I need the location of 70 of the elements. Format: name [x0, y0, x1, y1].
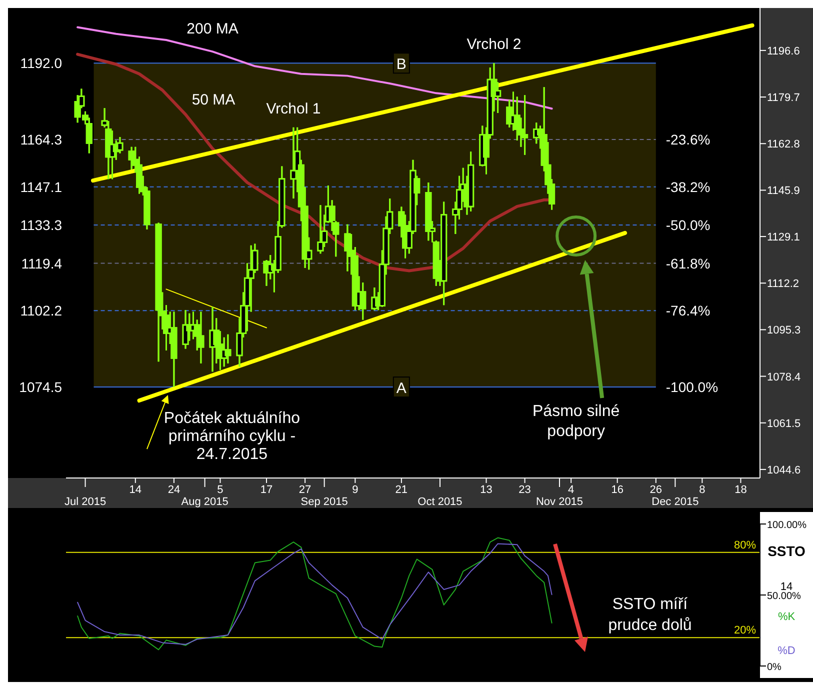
- candlestick: [344, 224, 351, 272]
- y-tick-label: 1196.6: [767, 45, 800, 58]
- y2-tick-label: -23.6%: [666, 132, 710, 148]
- candlestick: [128, 146, 135, 170]
- candlestick: [317, 204, 324, 254]
- y2-tick-label: -38.2%: [666, 178, 710, 195]
- x-tick-label: 18: [734, 484, 747, 496]
- x-tick-label: 8: [699, 484, 706, 496]
- x-tick-label: 14: [129, 484, 142, 496]
- ref-line-label: 1192.0: [20, 55, 62, 72]
- annotation: Počátek aktuálního primárního cyklu - 24.7.2015: [164, 410, 300, 464]
- text: SSTO 14: [768, 543, 806, 593]
- x2-tick-label: Oct 2015: [418, 496, 462, 508]
- x-tick-label: 17: [260, 484, 273, 496]
- y2-tick-label: -100.0%: [666, 379, 718, 396]
- y-tick-label: 1145.9: [767, 185, 800, 198]
- x-tick-label: 23: [518, 484, 531, 496]
- y-tick-label: 1044.6: [767, 464, 801, 476]
- x-tick-label: 21: [395, 484, 408, 496]
- candlestick: [170, 311, 178, 388]
- y2-tick-label: -50.0%: [666, 217, 710, 234]
- y-tick-label: 1061.5: [767, 418, 801, 430]
- x-tick-label: 26: [650, 484, 662, 496]
- y-tick-label: 1129.1: [767, 232, 800, 244]
- x2-tick-label: Nov 2015: [536, 496, 584, 508]
- y-tick-label: 0%: [767, 662, 782, 673]
- text: %D: [778, 645, 796, 657]
- y-tick-label: 50.00%: [767, 591, 802, 602]
- series-label: 50 MA: [192, 91, 236, 108]
- y2-tick-label: -61.8%: [666, 255, 710, 272]
- annotation: B: [396, 56, 406, 74]
- candlestick: [468, 150, 474, 212]
- candlestick: [425, 182, 432, 242]
- x-tick-label: 27: [298, 484, 312, 496]
- x2-tick-label: Jul 2015: [64, 496, 106, 508]
- y-tick-label: 1078.4: [767, 371, 801, 384]
- ref-line-label: 1147.1: [20, 178, 62, 195]
- candlestick: [198, 311, 204, 364]
- x-tick-label: 9: [352, 484, 358, 496]
- y-tick-label: 1162.8: [767, 138, 800, 151]
- annotation: A: [396, 380, 406, 398]
- y-tick-label: 1095.3: [767, 324, 801, 337]
- candlestick: [522, 94, 528, 156]
- x-tick-label: 4: [568, 484, 574, 496]
- ref-line-label: 80%: [734, 539, 756, 552]
- text: %K: [778, 611, 796, 623]
- x2-tick-label: Sep 2015: [300, 496, 348, 508]
- ref-line-label: 1074.5: [19, 379, 62, 396]
- ref-line-label: 1164.3: [20, 131, 62, 148]
- candlestick: [224, 334, 232, 364]
- ref-line-label: 20%: [734, 624, 756, 637]
- y-tick-label: 100.00%: [767, 520, 807, 531]
- annotation: Vrchol 2: [466, 36, 522, 54]
- x-tick-label: 16: [611, 484, 624, 496]
- x2-tick-label: Aug 2015: [181, 496, 228, 508]
- series-label: 200 MA: [186, 20, 238, 38]
- x-tick-label: 5: [217, 484, 224, 496]
- annotation: SSTO míří prudce dolů: [608, 596, 692, 634]
- y-tick-label: 1112.2: [767, 278, 800, 290]
- annotation: Pásmo silné podpory: [532, 402, 620, 440]
- y-tick-label: 1179.7: [767, 92, 800, 104]
- ref-line-label: 1133.3: [20, 216, 62, 233]
- ref-line-label: 1102.2: [20, 302, 62, 319]
- candlestick: [155, 222, 162, 362]
- x2-tick-label: Dec 2015: [652, 496, 699, 508]
- x-tick-label: 13: [480, 484, 492, 496]
- y2-tick-label: -76.4%: [666, 302, 710, 319]
- x-tick-label: 24: [168, 484, 180, 496]
- annotation: Vrchol 1: [266, 100, 321, 118]
- ref-line-label: 1119.4: [21, 255, 62, 272]
